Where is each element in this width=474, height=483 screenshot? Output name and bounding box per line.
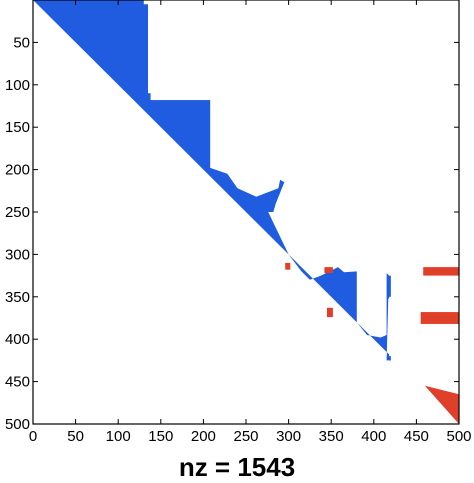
x-tick-label: 300 <box>276 428 301 445</box>
highlight-mark <box>423 267 459 276</box>
axes-layer: 0 50 100 150 200 250 300 350 400 450 500 50 100 150 20… <box>5 0 472 445</box>
y-tick-label: 50 <box>13 34 30 51</box>
y-tick-label: 500 <box>5 416 30 433</box>
empty-band <box>352 0 362 149</box>
x-tick-label: 50 <box>67 428 84 445</box>
x-tick-label: 150 <box>148 428 173 445</box>
x-tick-label: 500 <box>446 428 471 445</box>
y-tick-label: 300 <box>5 246 30 263</box>
empty-band <box>284 0 334 211</box>
x-tick-label: 250 <box>233 428 258 445</box>
nonzero-region <box>33 0 459 424</box>
highlight-mark <box>326 307 333 318</box>
y-tick-label: 100 <box>5 77 30 94</box>
empty-band <box>389 334 459 357</box>
empty-band <box>389 296 459 314</box>
data-layer <box>33 0 459 424</box>
y-tick-label: 350 <box>5 289 30 306</box>
y-tick-label: 250 <box>5 204 30 221</box>
empty-band <box>387 0 391 153</box>
y-tick-label: 150 <box>5 119 30 136</box>
highlight-mark <box>324 267 333 274</box>
x-tick-label: 450 <box>404 428 429 445</box>
x-axis-label: nz = 1543 <box>178 452 296 482</box>
empty-band <box>314 210 396 263</box>
empty-band <box>322 178 396 204</box>
x-tick-label: 100 <box>106 428 131 445</box>
x-tick-label: 400 <box>361 428 386 445</box>
empty-band <box>214 0 279 153</box>
empty-band <box>150 0 215 101</box>
x-tick-label: 350 <box>319 428 344 445</box>
empty-band <box>333 0 353 7</box>
x-tick-label: 0 <box>29 428 37 445</box>
highlight-mark <box>420 312 459 324</box>
empty-band <box>390 0 459 424</box>
y-tick-label: 200 <box>5 162 30 179</box>
y-tick-label: 400 <box>5 331 30 348</box>
empty-band <box>361 0 381 6</box>
highlight-mark <box>424 385 459 424</box>
highlight-mark <box>285 262 291 270</box>
y-tick-label: 450 <box>5 374 30 391</box>
x-tick-label: 200 <box>191 428 216 445</box>
